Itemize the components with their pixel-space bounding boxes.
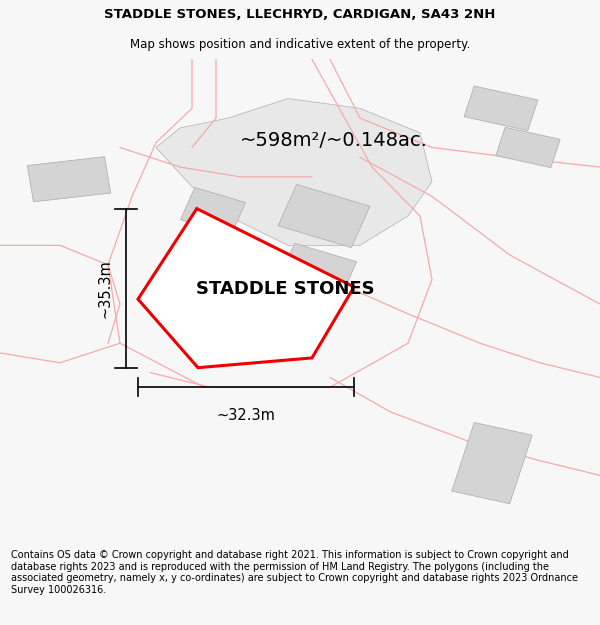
Polygon shape bbox=[27, 157, 111, 202]
Text: Contains OS data © Crown copyright and database right 2021. This information is : Contains OS data © Crown copyright and d… bbox=[11, 550, 578, 595]
Text: ~35.3m: ~35.3m bbox=[98, 259, 113, 318]
Text: ~598m²/~0.148ac.: ~598m²/~0.148ac. bbox=[240, 131, 428, 149]
Polygon shape bbox=[138, 209, 354, 368]
Polygon shape bbox=[464, 86, 538, 131]
Polygon shape bbox=[181, 188, 245, 235]
Polygon shape bbox=[496, 127, 560, 168]
Text: Map shows position and indicative extent of the property.: Map shows position and indicative extent… bbox=[130, 38, 470, 51]
Polygon shape bbox=[279, 243, 357, 296]
Polygon shape bbox=[156, 99, 432, 246]
Polygon shape bbox=[278, 184, 370, 248]
Text: STADDLE STONES, LLECHRYD, CARDIGAN, SA43 2NH: STADDLE STONES, LLECHRYD, CARDIGAN, SA43… bbox=[104, 8, 496, 21]
Text: ~32.3m: ~32.3m bbox=[217, 408, 275, 422]
Polygon shape bbox=[452, 422, 532, 504]
Text: STADDLE STONES: STADDLE STONES bbox=[196, 281, 374, 298]
